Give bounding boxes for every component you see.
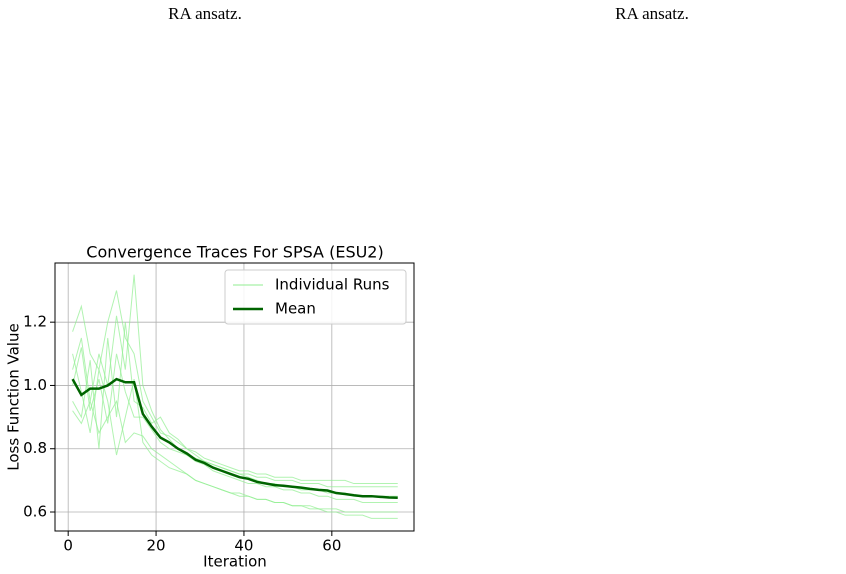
x-tick-label: 0 (63, 537, 73, 555)
x-axis-label: Iteration (203, 553, 267, 571)
mean-line (71, 377, 398, 500)
plot-frame (54, 262, 415, 532)
run-line (72, 399, 398, 519)
run-line (72, 274, 398, 504)
legend-label: Mean (275, 300, 316, 318)
x-tick-label: 20 (147, 537, 166, 555)
chart-title: Convergence Traces For SPSA (ESU2) (86, 243, 383, 262)
y-tick-label: 1.0 (23, 376, 47, 394)
legend-box (224, 269, 407, 325)
run-line (72, 290, 398, 485)
run-line (72, 353, 398, 513)
caption: RA ansatz. (615, 4, 689, 23)
y-axis-label: Loss Function Value (5, 323, 23, 470)
legend-label: Individual Runs (275, 276, 390, 294)
run-line (72, 347, 398, 488)
y-tick-label: 0.6 (23, 503, 47, 521)
y-tick-label: 1.2 (23, 313, 47, 331)
y-tick-label: 0.8 (23, 439, 47, 457)
x-tick-label: 60 (322, 537, 341, 555)
x-tick-label: 40 (234, 537, 253, 555)
caption: RA ansatz. (168, 4, 242, 23)
